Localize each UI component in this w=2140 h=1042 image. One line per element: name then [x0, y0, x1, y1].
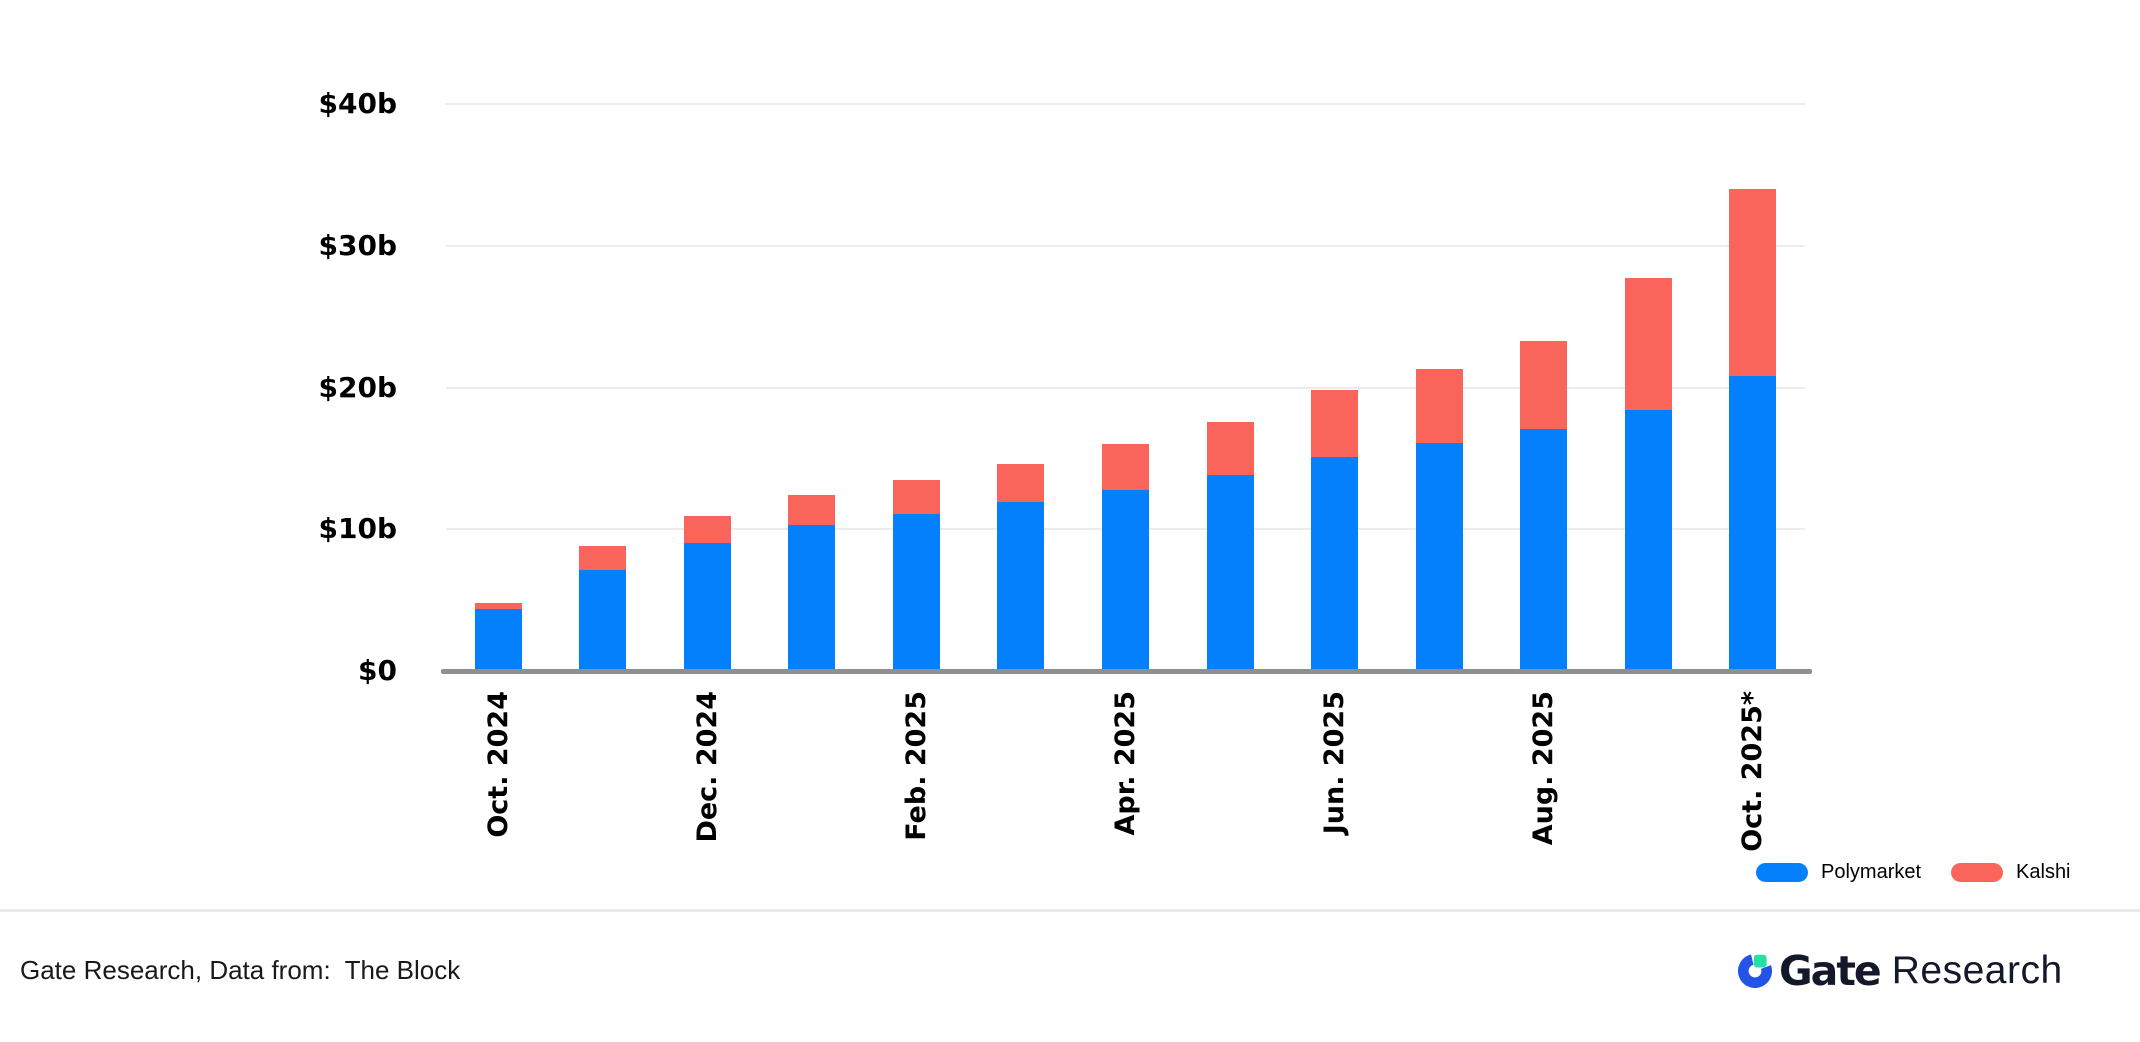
bar-Jul. 2025: [1415, 369, 1463, 671]
bar-segment-kalshi: [997, 464, 1045, 503]
bar-segment-polymarket: [1729, 376, 1777, 671]
legend-item-polymarket: Polymarket: [1756, 861, 1921, 884]
brand-wordmark-regular: Research: [1891, 949, 2063, 992]
bar-segment-polymarket: [1102, 489, 1149, 671]
gridline: [446, 386, 1805, 389]
bar-Mar. 2025: [997, 464, 1045, 671]
bar-segment-kalshi: [788, 495, 836, 525]
gate-logo-icon: [1738, 954, 1772, 988]
brand-wordmark-bold: Gate: [1779, 947, 1882, 995]
x-axis-tick-label: Feb. 2025: [900, 691, 932, 841]
x-axis-tick-label: Aug. 2025: [1528, 691, 1560, 846]
x-axis-line: [441, 669, 1812, 674]
gridline: [446, 103, 1805, 105]
gridline: [446, 244, 1805, 247]
bar-segment-polymarket: [1311, 456, 1359, 671]
bar-segment-polymarket: [683, 543, 731, 671]
bar-segment-kalshi: [1102, 444, 1149, 490]
bar-segment-kalshi: [1729, 189, 1777, 377]
x-axis-tick-label: Dec. 2024: [691, 691, 723, 843]
bar-segment-polymarket: [892, 513, 940, 671]
bar-segment-kalshi: [683, 516, 731, 544]
bar-Nov. 2024: [579, 546, 627, 671]
y-axis-tick-label: $10b: [318, 512, 398, 546]
legend-label: Polymarket: [1821, 861, 1922, 883]
bar-segment-polymarket: [474, 608, 522, 671]
bar-segment-kalshi: [474, 602, 522, 609]
bar-segment-polymarket: [579, 570, 627, 671]
bar-segment-polymarket: [1624, 410, 1672, 671]
bar-segment-polymarket: [1415, 442, 1463, 671]
x-axis-tick-label: Apr. 2025: [1110, 691, 1141, 836]
legend-label: Kalshi: [2016, 861, 2071, 883]
bar-segment-polymarket: [788, 524, 836, 671]
polymarket-swatch-icon: [1756, 863, 1808, 882]
x-axis-tick-label: Oct. 2025*: [1737, 691, 1769, 852]
x-axis-tick-label: Jun. 2025: [1319, 691, 1351, 835]
bar-segment-kalshi: [1520, 340, 1568, 429]
bar-Oct. 2024: [474, 602, 522, 671]
bar-Apr. 2025: [1102, 444, 1149, 671]
y-axis-tick-label: $20b: [318, 370, 398, 404]
bar-Aug. 2025: [1520, 340, 1568, 671]
bar-segment-kalshi: [1206, 421, 1254, 476]
bar-segment-kalshi: [1311, 390, 1359, 457]
source-attribution: Gate Research, Data from: The Block: [20, 955, 461, 985]
footer-divider: [0, 909, 2140, 912]
bar-Oct. 2025*: [1729, 189, 1777, 671]
bar-Jun. 2025: [1311, 390, 1359, 671]
bar-segment-polymarket: [1520, 428, 1568, 671]
bar-segment-kalshi: [579, 546, 627, 571]
bar-Sep. 2025: [1624, 278, 1672, 671]
bar-segment-polymarket: [997, 502, 1045, 671]
legend-item-kalshi: Kalshi: [1951, 861, 2071, 884]
bar-segment-kalshi: [1624, 278, 1672, 411]
y-axis-tick-label: $40b: [318, 87, 398, 120]
bar-Feb. 2025: [892, 479, 940, 671]
bar-Jan. 2025: [788, 495, 836, 671]
gate-research-logo: Gate Research: [1738, 947, 2063, 995]
y-axis-tick-label: $0: [358, 654, 397, 687]
bar-segment-kalshi: [1415, 369, 1463, 443]
kalshi-swatch-icon: [1951, 863, 2004, 882]
bar-May 2025: [1206, 421, 1254, 671]
legend: Polymarket Kalshi: [1756, 861, 2071, 884]
bar-Dec. 2024: [683, 516, 731, 671]
y-axis-tick-label: $30b: [318, 228, 398, 262]
bar-segment-kalshi: [892, 479, 940, 514]
bar-segment-polymarket: [1206, 475, 1254, 671]
x-axis-tick-label: Oct. 2024: [482, 691, 514, 838]
